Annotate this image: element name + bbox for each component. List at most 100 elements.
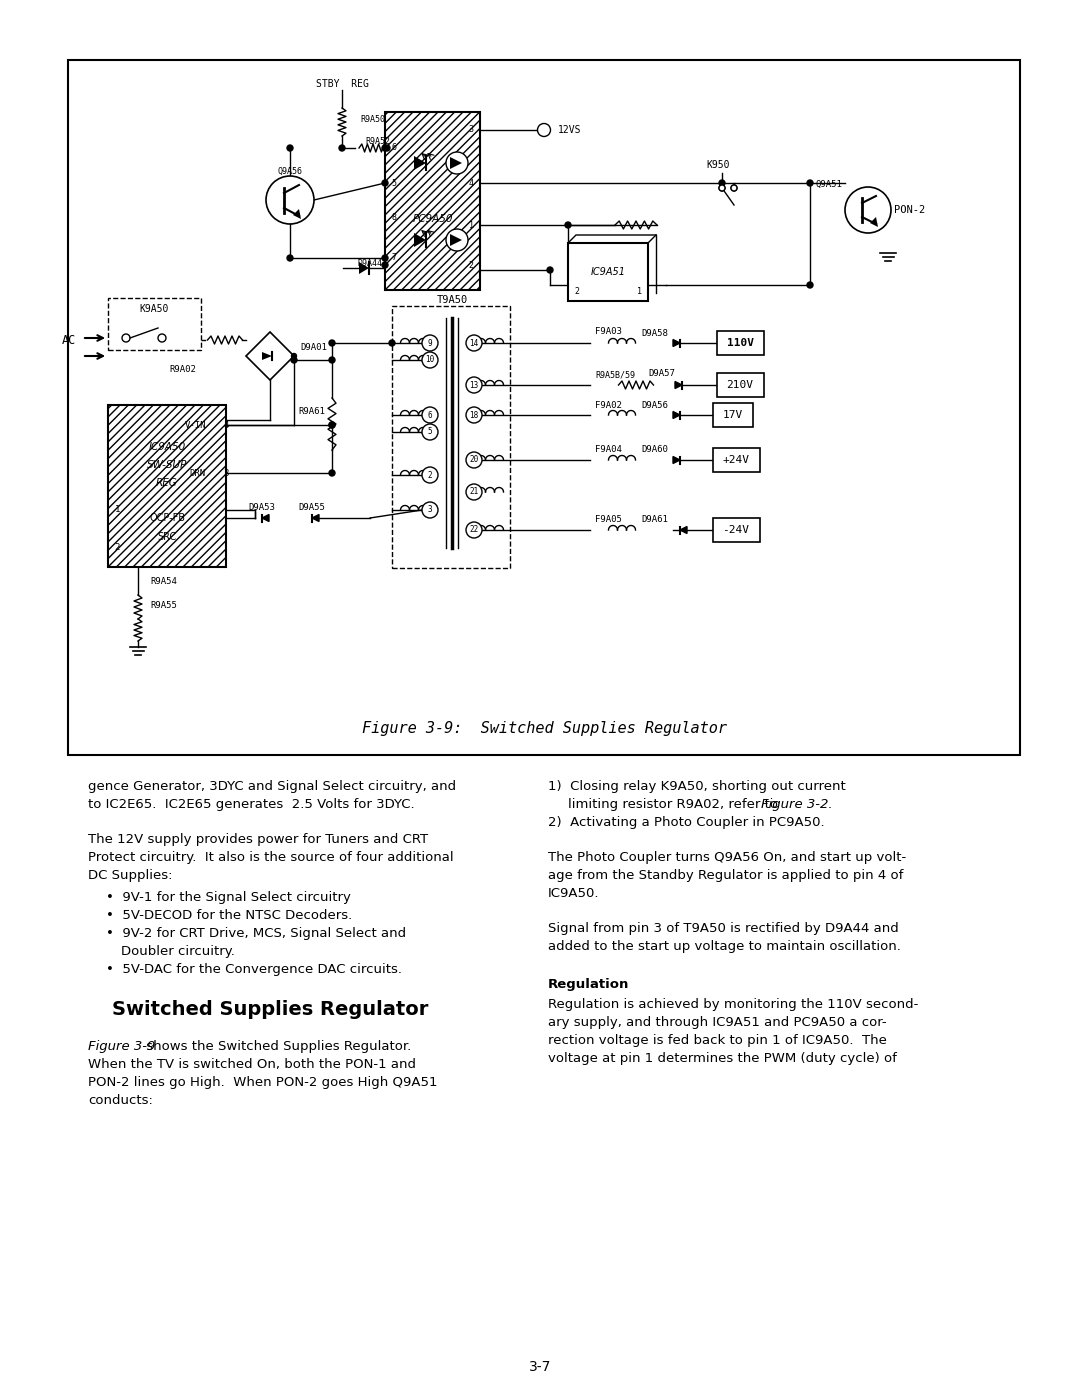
Text: D9A57: D9A57 — [649, 369, 675, 379]
Text: DC Supplies:: DC Supplies: — [87, 869, 173, 882]
Circle shape — [465, 453, 482, 468]
Text: Protect circuitry.  It also is the source of four additional: Protect circuitry. It also is the source… — [87, 851, 454, 863]
Circle shape — [384, 145, 390, 151]
Circle shape — [422, 502, 438, 518]
FancyBboxPatch shape — [713, 448, 760, 472]
Text: 1: 1 — [636, 288, 642, 296]
Text: F9A05: F9A05 — [595, 514, 622, 524]
Text: REG: REG — [157, 478, 178, 488]
Bar — [392, 306, 510, 569]
Text: 2)  Activating a Photo Coupler in PC9A50.: 2) Activating a Photo Coupler in PC9A50. — [548, 816, 825, 828]
Text: K9A50: K9A50 — [139, 305, 170, 314]
Text: SRC: SRC — [158, 532, 177, 542]
Text: OCP-FB: OCP-FB — [149, 513, 185, 522]
Circle shape — [329, 469, 335, 476]
Circle shape — [565, 222, 571, 228]
Text: 7: 7 — [391, 253, 396, 263]
Text: 21: 21 — [470, 488, 478, 496]
Text: Figure 3-9: Figure 3-9 — [87, 1039, 156, 1053]
Text: 2: 2 — [428, 471, 432, 479]
Text: D9A58: D9A58 — [642, 328, 669, 338]
Circle shape — [422, 335, 438, 351]
Text: gence Generator, 3DYC and Signal Select circuitry, and: gence Generator, 3DYC and Signal Select … — [87, 780, 456, 793]
Circle shape — [382, 180, 388, 186]
FancyBboxPatch shape — [713, 518, 760, 542]
Text: STBY  REG: STBY REG — [315, 80, 368, 89]
Text: •  5V-DAC for the Convergence DAC circuits.: • 5V-DAC for the Convergence DAC circuit… — [106, 963, 402, 977]
Polygon shape — [680, 527, 687, 534]
Circle shape — [465, 522, 482, 538]
Text: R9A5B/59: R9A5B/59 — [595, 370, 635, 380]
Text: PON-2 lines go High.  When PON-2 goes High Q9A51: PON-2 lines go High. When PON-2 goes Hig… — [87, 1076, 437, 1090]
Text: Switched Supplies Regulator: Switched Supplies Regulator — [112, 1000, 428, 1018]
Circle shape — [158, 334, 166, 342]
Text: PON-2: PON-2 — [894, 205, 926, 215]
Circle shape — [807, 180, 813, 186]
Text: D9A61: D9A61 — [642, 514, 669, 524]
Text: Regulation is achieved by monitoring the 110V second-: Regulation is achieved by monitoring the… — [548, 997, 918, 1011]
Text: The Photo Coupler turns Q9A56 On, and start up volt-: The Photo Coupler turns Q9A56 On, and st… — [548, 851, 906, 863]
Circle shape — [446, 229, 468, 251]
Circle shape — [719, 184, 725, 191]
Text: 20: 20 — [470, 455, 478, 464]
Circle shape — [422, 352, 438, 367]
Text: D9A53: D9A53 — [248, 503, 275, 513]
Text: DRN: DRN — [190, 468, 206, 478]
Text: •  9V-1 for the Signal Select circuitry: • 9V-1 for the Signal Select circuitry — [106, 891, 351, 904]
Text: T9A50: T9A50 — [436, 295, 468, 305]
Text: rection voltage is fed back to pin 1 of IC9A50.  The: rection voltage is fed back to pin 1 of … — [548, 1034, 887, 1046]
Circle shape — [546, 267, 553, 272]
Bar — [108, 298, 201, 351]
Circle shape — [329, 339, 335, 346]
Circle shape — [538, 123, 551, 137]
Text: •  9V-2 for CRT Drive, MCS, Signal Select and: • 9V-2 for CRT Drive, MCS, Signal Select… — [106, 928, 406, 940]
Text: limiting resistor R9A02, refer to: limiting resistor R9A02, refer to — [568, 798, 782, 812]
Polygon shape — [673, 457, 680, 464]
Text: 13: 13 — [470, 380, 478, 390]
Text: The 12V supply provides power for Tuners and CRT: The 12V supply provides power for Tuners… — [87, 833, 428, 847]
Text: F9A02: F9A02 — [595, 401, 622, 409]
Text: R9A54: R9A54 — [150, 577, 177, 585]
Circle shape — [292, 353, 297, 359]
Text: PC9A50: PC9A50 — [413, 214, 453, 224]
Text: Signal from pin 3 of T9A50 is rectified by D9A44 and: Signal from pin 3 of T9A50 is rectified … — [548, 922, 899, 935]
Text: Q9A51: Q9A51 — [815, 179, 842, 189]
Circle shape — [329, 422, 335, 427]
Circle shape — [731, 184, 737, 191]
Text: SW-SUP: SW-SUP — [147, 460, 187, 469]
Bar — [108, 405, 226, 567]
Polygon shape — [414, 233, 426, 247]
Text: When the TV is switched On, both the PON-1 and: When the TV is switched On, both the PON… — [87, 1058, 416, 1071]
Text: shows the Switched Supplies Regulator.: shows the Switched Supplies Regulator. — [141, 1039, 411, 1053]
Text: ary supply, and through IC9A51 and PC9A50 a cor-: ary supply, and through IC9A51 and PC9A5… — [548, 1016, 887, 1030]
Circle shape — [329, 358, 335, 363]
Circle shape — [465, 335, 482, 351]
Circle shape — [287, 256, 293, 261]
Circle shape — [731, 184, 737, 191]
Circle shape — [382, 256, 388, 261]
Text: Doubler circuitry.: Doubler circuitry. — [121, 944, 234, 958]
Text: 9: 9 — [428, 338, 432, 348]
Text: Q9A56: Q9A56 — [278, 166, 303, 176]
Text: age from the Standby Regulator is applied to pin 4 of: age from the Standby Regulator is applie… — [548, 869, 903, 882]
Text: 2: 2 — [575, 288, 580, 296]
Circle shape — [339, 145, 345, 151]
Text: 17V: 17V — [723, 409, 743, 420]
Text: D9A60: D9A60 — [642, 446, 669, 454]
Polygon shape — [450, 235, 462, 246]
Circle shape — [329, 422, 335, 427]
Text: 1: 1 — [469, 221, 473, 229]
Text: 6: 6 — [391, 144, 396, 152]
Text: R9A61: R9A61 — [298, 408, 325, 416]
Circle shape — [422, 407, 438, 423]
Text: V-IN: V-IN — [185, 420, 206, 429]
Text: conducts:: conducts: — [87, 1094, 153, 1106]
Text: 5: 5 — [391, 179, 396, 187]
FancyBboxPatch shape — [717, 373, 764, 397]
Text: to IC2E65.  IC2E65 generates  2.5 Volts for 3DYC.: to IC2E65. IC2E65 generates 2.5 Volts fo… — [87, 798, 415, 812]
Polygon shape — [262, 352, 272, 360]
Text: R9A50: R9A50 — [360, 116, 384, 124]
Text: added to the start up voltage to maintain oscillation.: added to the start up voltage to maintai… — [548, 940, 901, 953]
Polygon shape — [312, 514, 319, 521]
Text: Figure 3-2.: Figure 3-2. — [761, 798, 833, 812]
